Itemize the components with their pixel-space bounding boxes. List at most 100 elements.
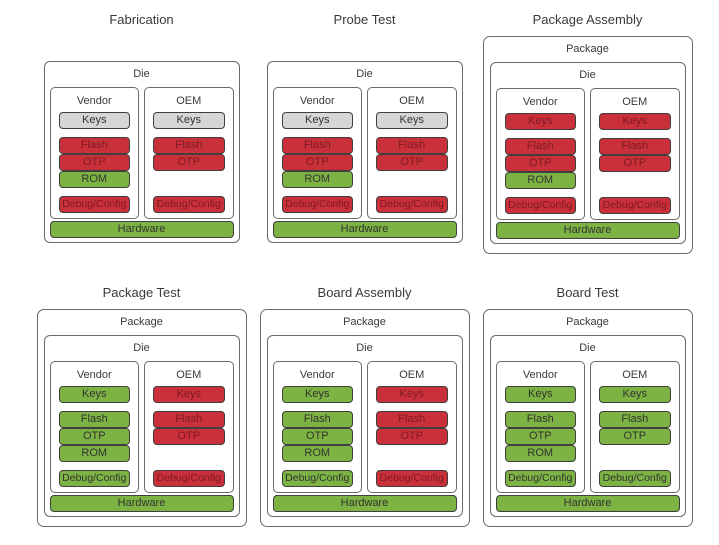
column-vendor: Vendor Keys Flash OTP ROM Debug/Config (495, 361, 585, 493)
column-label: Vendor (76, 369, 112, 381)
flash-box: Flash (599, 138, 671, 155)
rom-box: ROM (504, 445, 576, 462)
column-label: OEM (622, 96, 648, 108)
otp-box: OTP (376, 428, 448, 445)
package-box: Package Die Vendor Keys Flash OTP ROM Debug/Con… (482, 36, 693, 254)
column-label: OEM (176, 95, 202, 107)
die-label: Die (579, 69, 596, 81)
die-box: Die Vendor Keys Flash OTP ROM Debug/Config OEM K… (489, 335, 686, 517)
otp-box: OTP (504, 428, 576, 445)
debug-config-box: Debug/Config (599, 470, 671, 487)
keys-box: Keys (153, 112, 225, 129)
panel-title: Package Test (102, 285, 181, 300)
panel-title: Package Assembly (532, 12, 643, 27)
memory-group: Flash OTP (368, 137, 456, 188)
keys-box: Keys (376, 386, 448, 403)
otp-box: OTP (58, 428, 130, 445)
otp-box: OTP (376, 154, 448, 171)
panel-title: Board Assembly (317, 285, 412, 300)
column-oem: OEM Keys Flash OTP Debug/Config (144, 87, 234, 219)
column-label: Vendor (522, 369, 558, 381)
column-oem: OEM Keys Flash OTP Debug/Config (590, 361, 680, 493)
column-label: Vendor (299, 95, 335, 107)
die-label: Die (133, 68, 150, 80)
column-vendor: Vendor Keys Flash OTP ROM Debug/Config (49, 361, 139, 493)
die-box: Die Vendor Keys Flash OTP ROM Debug/Config OEM K… (266, 61, 463, 243)
rom-box: ROM (504, 172, 576, 189)
column-label: Vendor (76, 95, 112, 107)
package-box: Package Die Vendor Keys Flash OTP ROM Debug/Con… (259, 309, 470, 527)
column-label: OEM (622, 369, 648, 381)
otp-box: OTP (281, 428, 353, 445)
die-label: Die (356, 342, 373, 354)
column-oem: OEM Keys Flash OTP Debug/Config (367, 361, 457, 493)
otp-box: OTP (281, 154, 353, 171)
debug-config-box: Debug/Config (58, 196, 130, 213)
keys-box: Keys (504, 113, 576, 130)
hardware-bar: Hardware (495, 222, 680, 239)
panel-title: Fabrication (109, 12, 174, 27)
column-vendor: Vendor Keys Flash OTP ROM Debug/Config (272, 87, 362, 219)
rom-box: ROM (58, 171, 130, 188)
column-label: OEM (176, 369, 202, 381)
hardware-bar: Hardware (49, 221, 234, 238)
memory-group: Flash OTP ROM (274, 411, 362, 462)
columns: Vendor Keys Flash OTP ROM Debug/Config OEM Keys… (491, 88, 685, 220)
column-label: OEM (399, 95, 425, 107)
rom-box: ROM (281, 171, 353, 188)
memory-group: Flash OTP (591, 138, 679, 189)
hardware-bar: Hardware (495, 495, 680, 512)
die-label: Die (579, 342, 596, 354)
keys-box: Keys (281, 112, 353, 129)
panel-title: Probe Test (333, 12, 396, 27)
otp-box: OTP (599, 428, 671, 445)
keys-box: Keys (376, 112, 448, 129)
flash-box: Flash (504, 138, 576, 155)
hardware-bar: Hardware (49, 495, 234, 512)
otp-box: OTP (58, 154, 130, 171)
column-vendor: Vendor Keys Flash OTP ROM Debug/Config (495, 88, 585, 220)
flash-box: Flash (376, 137, 448, 154)
memory-group: Flash OTP ROM (497, 411, 585, 462)
flash-box: Flash (281, 137, 353, 154)
column-label: Vendor (522, 96, 558, 108)
debug-config-box: Debug/Config (153, 470, 225, 487)
flash-box: Flash (58, 411, 130, 428)
flash-box: Flash (599, 411, 671, 428)
panel-board-test: Board Test Package Die Vendor Keys Flash OTP RO… (476, 285, 699, 527)
memory-group: Flash OTP ROM (51, 137, 139, 188)
package-label: Package (343, 316, 386, 328)
column-oem: OEM Keys Flash OTP Debug/Config (367, 87, 457, 219)
debug-config-box: Debug/Config (599, 197, 671, 214)
columns: Vendor Keys Flash OTP ROM Debug/Config OEM Keys… (268, 87, 462, 219)
debug-config-box: Debug/Config (281, 470, 353, 487)
keys-box: Keys (58, 112, 130, 129)
die-box: Die Vendor Keys Flash OTP ROM Debug/Config OEM K… (43, 61, 240, 243)
column-vendor: Vendor Keys Flash OTP ROM Debug/Config (49, 87, 139, 219)
columns: Vendor Keys Flash OTP ROM Debug/Config OEM Keys… (491, 361, 685, 493)
debug-config-box: Debug/Config (153, 196, 225, 213)
panel-package-test: Package Test Package Die Vendor Keys Flash OTP… (30, 285, 253, 527)
memory-group: Flash OTP (145, 137, 233, 188)
memory-group: Flash OTP (591, 411, 679, 462)
otp-box: OTP (504, 155, 576, 172)
package-label: Package (566, 43, 609, 55)
flash-box: Flash (153, 411, 225, 428)
die-box: Die Vendor Keys Flash OTP ROM Debug/Config OEM K… (266, 335, 463, 517)
column-label: OEM (399, 369, 425, 381)
flash-box: Flash (376, 411, 448, 428)
memory-group: Flash OTP ROM (51, 411, 139, 462)
keys-box: Keys (58, 386, 130, 403)
hardware-bar: Hardware (272, 221, 457, 238)
keys-box: Keys (599, 113, 671, 130)
debug-config-box: Debug/Config (281, 196, 353, 213)
package-box: Package Die Vendor Keys Flash OTP ROM Debug/Con… (482, 309, 693, 527)
package-label: Package (120, 316, 163, 328)
panel-fabrication: Fabrication Die Vendor Keys Flash OTP ROM Debug… (30, 12, 253, 254)
die-label: Die (356, 68, 373, 80)
panel-board-assembly: Board Assembly Package Die Vendor Keys Flash O… (253, 285, 476, 527)
memory-group: Flash OTP ROM (497, 138, 585, 189)
flash-box: Flash (281, 411, 353, 428)
otp-box: OTP (153, 154, 225, 171)
